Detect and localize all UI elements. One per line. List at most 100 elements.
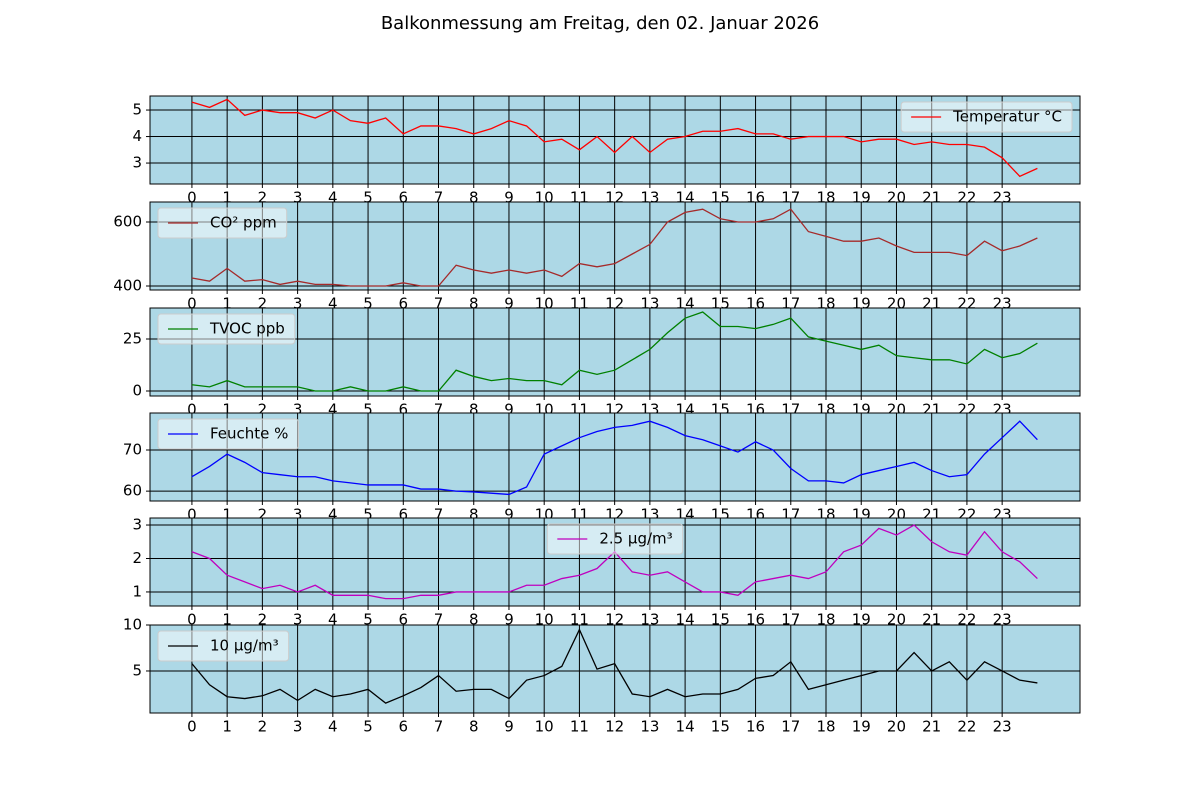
plot-frame: [149, 624, 1081, 714]
x-tick-label: 0: [187, 611, 197, 629]
x-tick-label: 7: [434, 506, 444, 524]
x-tick-label: 23: [993, 611, 1012, 629]
x-tick-label: 12: [605, 718, 624, 736]
x-tick-label: 17: [781, 611, 800, 629]
x-tick-label: 9: [504, 295, 514, 313]
x-tick-label: 3: [293, 401, 303, 419]
x-tick-label: 1: [222, 506, 232, 524]
x-tick-label: 1: [222, 295, 232, 313]
y-tick-label: 400: [113, 277, 142, 295]
plot-frame: [149, 307, 1081, 397]
x-tick-label: 2: [258, 189, 268, 207]
data-line: [191, 628, 1038, 704]
x-tick-label: 16: [746, 718, 765, 736]
x-tick-label: 10: [535, 611, 554, 629]
y-tick-label: 0: [132, 382, 142, 400]
legend: CO² ppm: [157, 207, 288, 239]
x-tick-label: 2: [258, 506, 268, 524]
x-tick-label: 20: [887, 718, 906, 736]
x-tick-label: 1: [222, 718, 232, 736]
y-tick-label: 4: [132, 127, 142, 145]
x-tick-label: 9: [504, 401, 514, 419]
x-tick-label: 6: [399, 401, 409, 419]
x-tick-label: 15: [711, 611, 730, 629]
x-tick-label: 7: [434, 189, 444, 207]
legend-box: [900, 101, 1073, 133]
x-tick-label: 7: [434, 611, 444, 629]
x-tick-label: 8: [469, 611, 479, 629]
x-tick-label: 22: [957, 611, 976, 629]
x-tick-label: 19: [852, 718, 871, 736]
figure-title: Balkonmessung am Freitag, den 02. Januar…: [381, 13, 819, 34]
x-tick-label: 0: [187, 295, 197, 313]
x-tick-label: 3: [293, 611, 303, 629]
x-tick-label: 4: [328, 718, 338, 736]
x-tick-label: 4: [328, 295, 338, 313]
x-tick-label: 13: [640, 718, 659, 736]
legend-label: CO² ppm: [210, 214, 277, 232]
x-tick-label: 2: [258, 611, 268, 629]
x-tick-label: 6: [399, 295, 409, 313]
x-tick-label: 4: [328, 611, 338, 629]
legend-label: Temperatur °C: [952, 108, 1062, 126]
x-tick-label: 1: [222, 401, 232, 419]
x-tick-label: 21: [922, 718, 941, 736]
x-tick-label: 6: [399, 506, 409, 524]
x-tick-label: 0: [187, 718, 197, 736]
legend: Feuchte %: [157, 418, 299, 450]
x-tick-label: 4: [328, 506, 338, 524]
x-tick-label: 5: [363, 611, 373, 629]
legend-label: TVOC ppb: [209, 320, 285, 338]
legend-label: Feuchte %: [210, 425, 288, 443]
x-tick-label: 2: [258, 718, 268, 736]
x-tick-label: 13: [640, 611, 659, 629]
legend: 10 µg/m³: [157, 630, 290, 662]
legend-box: [157, 313, 296, 345]
legend-box: [157, 418, 299, 450]
legend-box: [157, 207, 288, 239]
x-tick-label: 17: [781, 718, 800, 736]
x-tick-label: 9: [504, 189, 514, 207]
x-tick-label: 10: [535, 718, 554, 736]
x-tick-label: 4: [328, 189, 338, 207]
x-tick-label: 1: [222, 189, 232, 207]
y-tick-label: 2: [132, 549, 142, 567]
x-tick-label: 9: [504, 611, 514, 629]
x-tick-label: 14: [676, 718, 695, 736]
legend: 2.5 µg/m³: [546, 523, 684, 555]
x-tick-label: 5: [363, 189, 373, 207]
data-line: [191, 98, 1038, 178]
y-tick-label: 1: [132, 582, 142, 600]
plot-frame: [149, 201, 1081, 291]
x-tick-label: 0: [187, 189, 197, 207]
legend-label: 10 µg/m³: [210, 637, 279, 655]
legend: TVOC ppb: [157, 313, 296, 345]
x-tick-label: 8: [469, 401, 479, 419]
y-tick-label: 60: [123, 482, 142, 500]
x-tick-label: 3: [293, 506, 303, 524]
x-tick-label: 0: [187, 401, 197, 419]
y-tick-label: 5: [132, 101, 142, 119]
y-tick-label: 5: [132, 661, 142, 679]
x-tick-label: 0: [187, 506, 197, 524]
x-tick-label: 3: [293, 189, 303, 207]
x-tick-label: 4: [328, 401, 338, 419]
x-tick-label: 6: [399, 189, 409, 207]
x-tick-label: 5: [363, 295, 373, 313]
y-tick-label: 25: [123, 329, 142, 347]
x-tick-label: 7: [434, 295, 444, 313]
x-tick-label: 11: [570, 611, 589, 629]
x-tick-label: 3: [293, 295, 303, 313]
y-tick-label: 3: [132, 154, 142, 172]
x-tick-label: 18: [816, 718, 835, 736]
data-line: [191, 311, 1038, 392]
x-tick-label: 2: [258, 401, 268, 419]
x-tick-label: 8: [469, 189, 479, 207]
x-tick-label: 20: [887, 611, 906, 629]
legend-box: [546, 523, 684, 555]
x-tick-label: 9: [504, 506, 514, 524]
x-tick-label: 11: [570, 718, 589, 736]
legend-label: 2.5 µg/m³: [599, 530, 672, 548]
x-tick-label: 5: [363, 718, 373, 736]
